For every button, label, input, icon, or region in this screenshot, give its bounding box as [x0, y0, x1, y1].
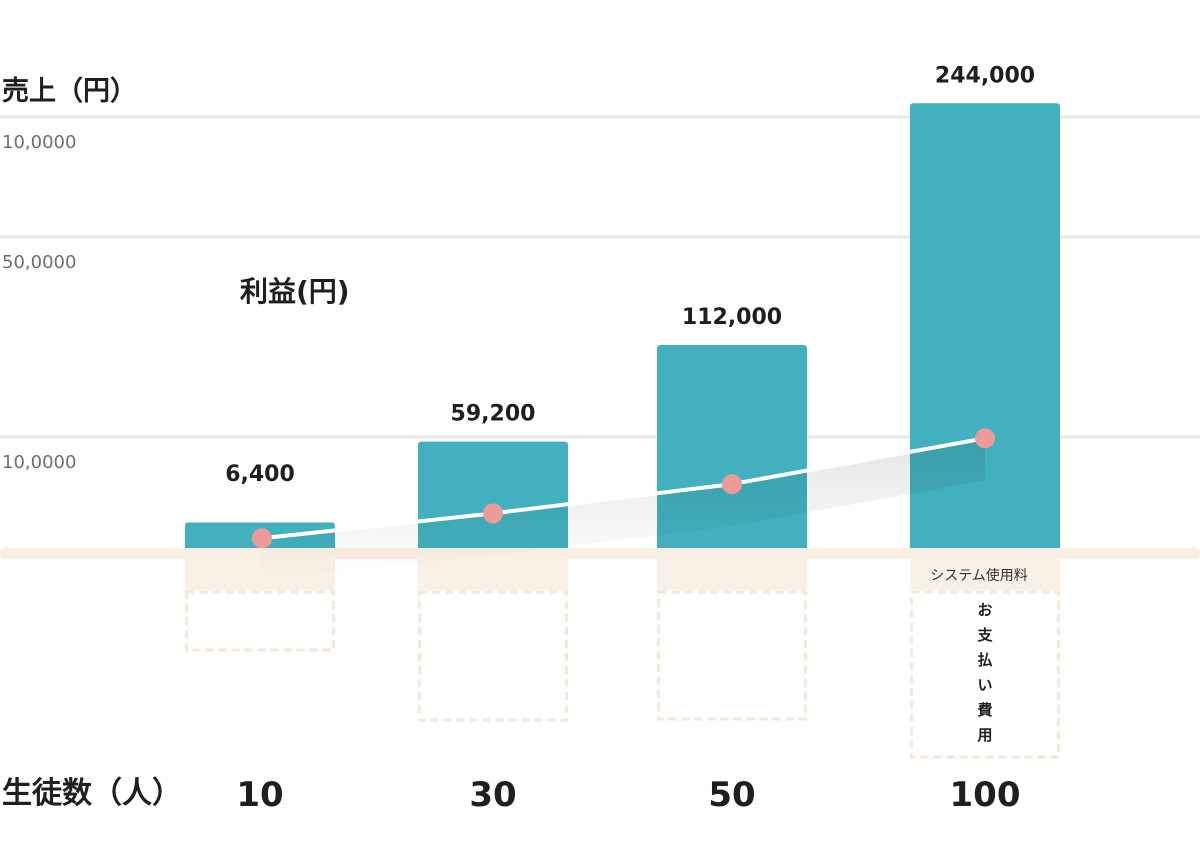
payment-label-char: お [977, 601, 992, 619]
payment-box [657, 590, 807, 721]
system-fee-band [657, 559, 807, 590]
sales-bar [910, 103, 1060, 551]
category-label: 50 [708, 775, 755, 815]
y-tick-label-bottom: 10,0000 [2, 452, 76, 473]
payment-label-char: 用 [977, 726, 992, 744]
y-axis-title: 売上（円） [2, 76, 137, 107]
y-tick-label-middle: 50,0000 [2, 252, 76, 273]
system-fee-label: システム使用料 [930, 567, 1028, 584]
bar-value-label: 244,000 [935, 63, 1035, 88]
bar-value-labels: 6,400 59,200 112,000 244,000 [225, 63, 1035, 487]
payment-box [185, 590, 335, 652]
legend-profit-label: 利益(円) [240, 275, 350, 308]
payment-label-char: 払 [977, 651, 992, 669]
profit-point [722, 474, 742, 495]
payment-label-char: 費 [977, 701, 992, 719]
category-label: 100 [950, 775, 1021, 815]
profit-line [252, 428, 995, 581]
bar-value-label: 112,000 [682, 305, 782, 330]
bar-value-label: 6,400 [225, 462, 295, 487]
profit-line-path [261, 436, 986, 541]
category-label: 30 [469, 775, 516, 815]
profit-line-shadow [262, 438, 985, 581]
category-labels: 10 30 50 100 [236, 775, 1020, 815]
system-fee-band [418, 559, 568, 590]
baseline [0, 548, 1200, 559]
deduction-area [185, 559, 1060, 759]
profit-point [252, 528, 272, 549]
system-fee-band [910, 559, 1060, 590]
x-axis-title: 生徒数（人） [2, 776, 182, 811]
profit-point [975, 428, 995, 449]
payment-label-char: い [977, 676, 992, 694]
payment-box [418, 590, 568, 722]
payment-label-char: 支 [976, 626, 993, 644]
y-tick-label-top: 10,0000 [2, 132, 76, 153]
category-label: 10 [236, 775, 283, 815]
bar-value-label: 59,200 [451, 402, 536, 427]
profit-point [483, 503, 503, 524]
